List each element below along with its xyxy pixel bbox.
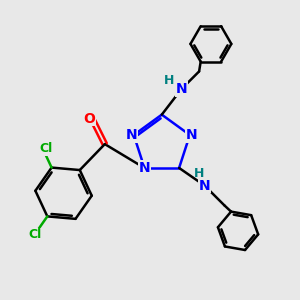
Text: N: N [176,82,187,96]
Text: Cl: Cl [40,142,53,155]
Text: N: N [126,128,138,142]
Text: N: N [186,128,198,142]
Text: H: H [164,74,174,87]
Text: N: N [199,178,211,193]
Text: H: H [194,167,204,180]
Text: Cl: Cl [28,228,42,241]
Text: N: N [139,161,150,175]
Text: O: O [83,112,95,126]
